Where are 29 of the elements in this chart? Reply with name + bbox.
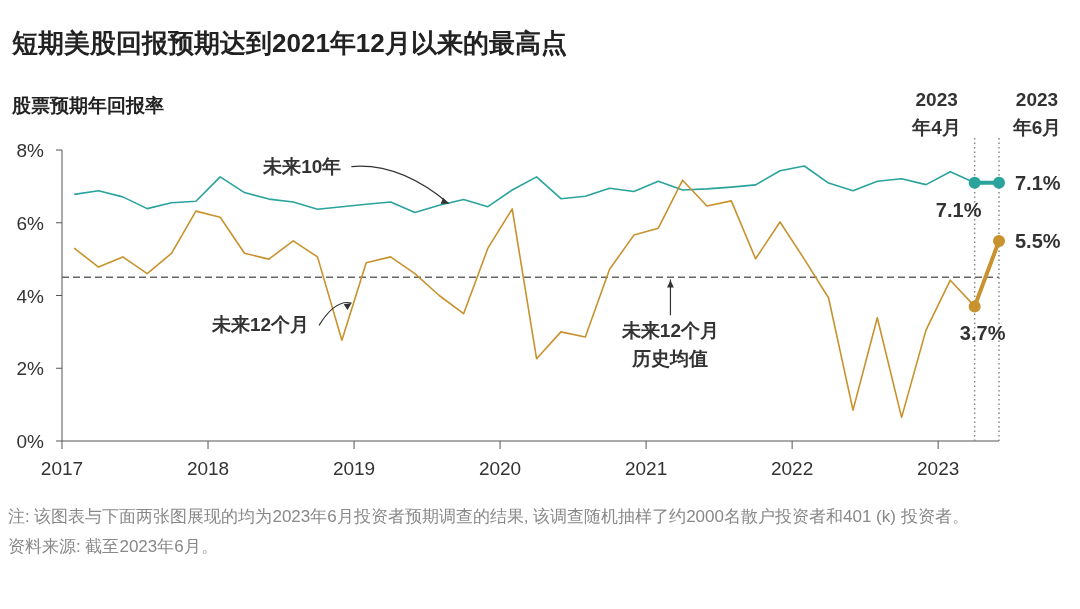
ref-line-label: 2023 年6月 <box>1011 89 1062 138</box>
x-tick-label: 2019 <box>332 458 376 479</box>
annotation: 未来12个月 <box>210 314 310 336</box>
x-tick-label: 2017 <box>40 458 84 479</box>
point <box>993 176 1005 189</box>
point <box>968 176 981 189</box>
text: 注: 该图表与下面两张图展现的均为2023年6月投资者预期调查的结果, 该调查随机抽样了约2000名散户投资者和401 (k) 投资者。 <box>8 507 969 526</box>
x-tick-label: 2023 <box>917 458 960 479</box>
x-tick-label: 2022 <box>770 458 814 479</box>
annotation: 未来12个月历史均值 <box>620 320 720 370</box>
data-label: 3.7% <box>959 322 1006 345</box>
point <box>968 300 981 313</box>
data-label: 5.5% <box>1015 229 1061 252</box>
y-tick-label: 2% <box>16 358 45 380</box>
data-label: 7.1% <box>935 198 982 221</box>
y-tick-label: 6% <box>16 212 45 234</box>
chart-title: 短期美股回报预期达到2021年12月以来的最高点 <box>11 28 567 58</box>
y-tick-label: 0% <box>16 431 45 452</box>
annotation: 未来10年 <box>262 155 342 177</box>
x-tick-label: 2020 <box>478 458 522 479</box>
data-label: 7.1% <box>1015 171 1061 194</box>
ref-line-label: 2023 年4月 <box>911 89 961 138</box>
y-tick-label: 4% <box>16 285 45 307</box>
x-tick-label: 2021 <box>624 458 668 479</box>
text: 资料来源: 截至2023年6月。 <box>8 537 218 556</box>
point <box>993 234 1005 247</box>
y-axis-title: 股票预期年回报率 <box>11 95 164 116</box>
y-tick-label: 8% <box>16 140 45 161</box>
x-tick-label: 2018 <box>186 458 230 479</box>
